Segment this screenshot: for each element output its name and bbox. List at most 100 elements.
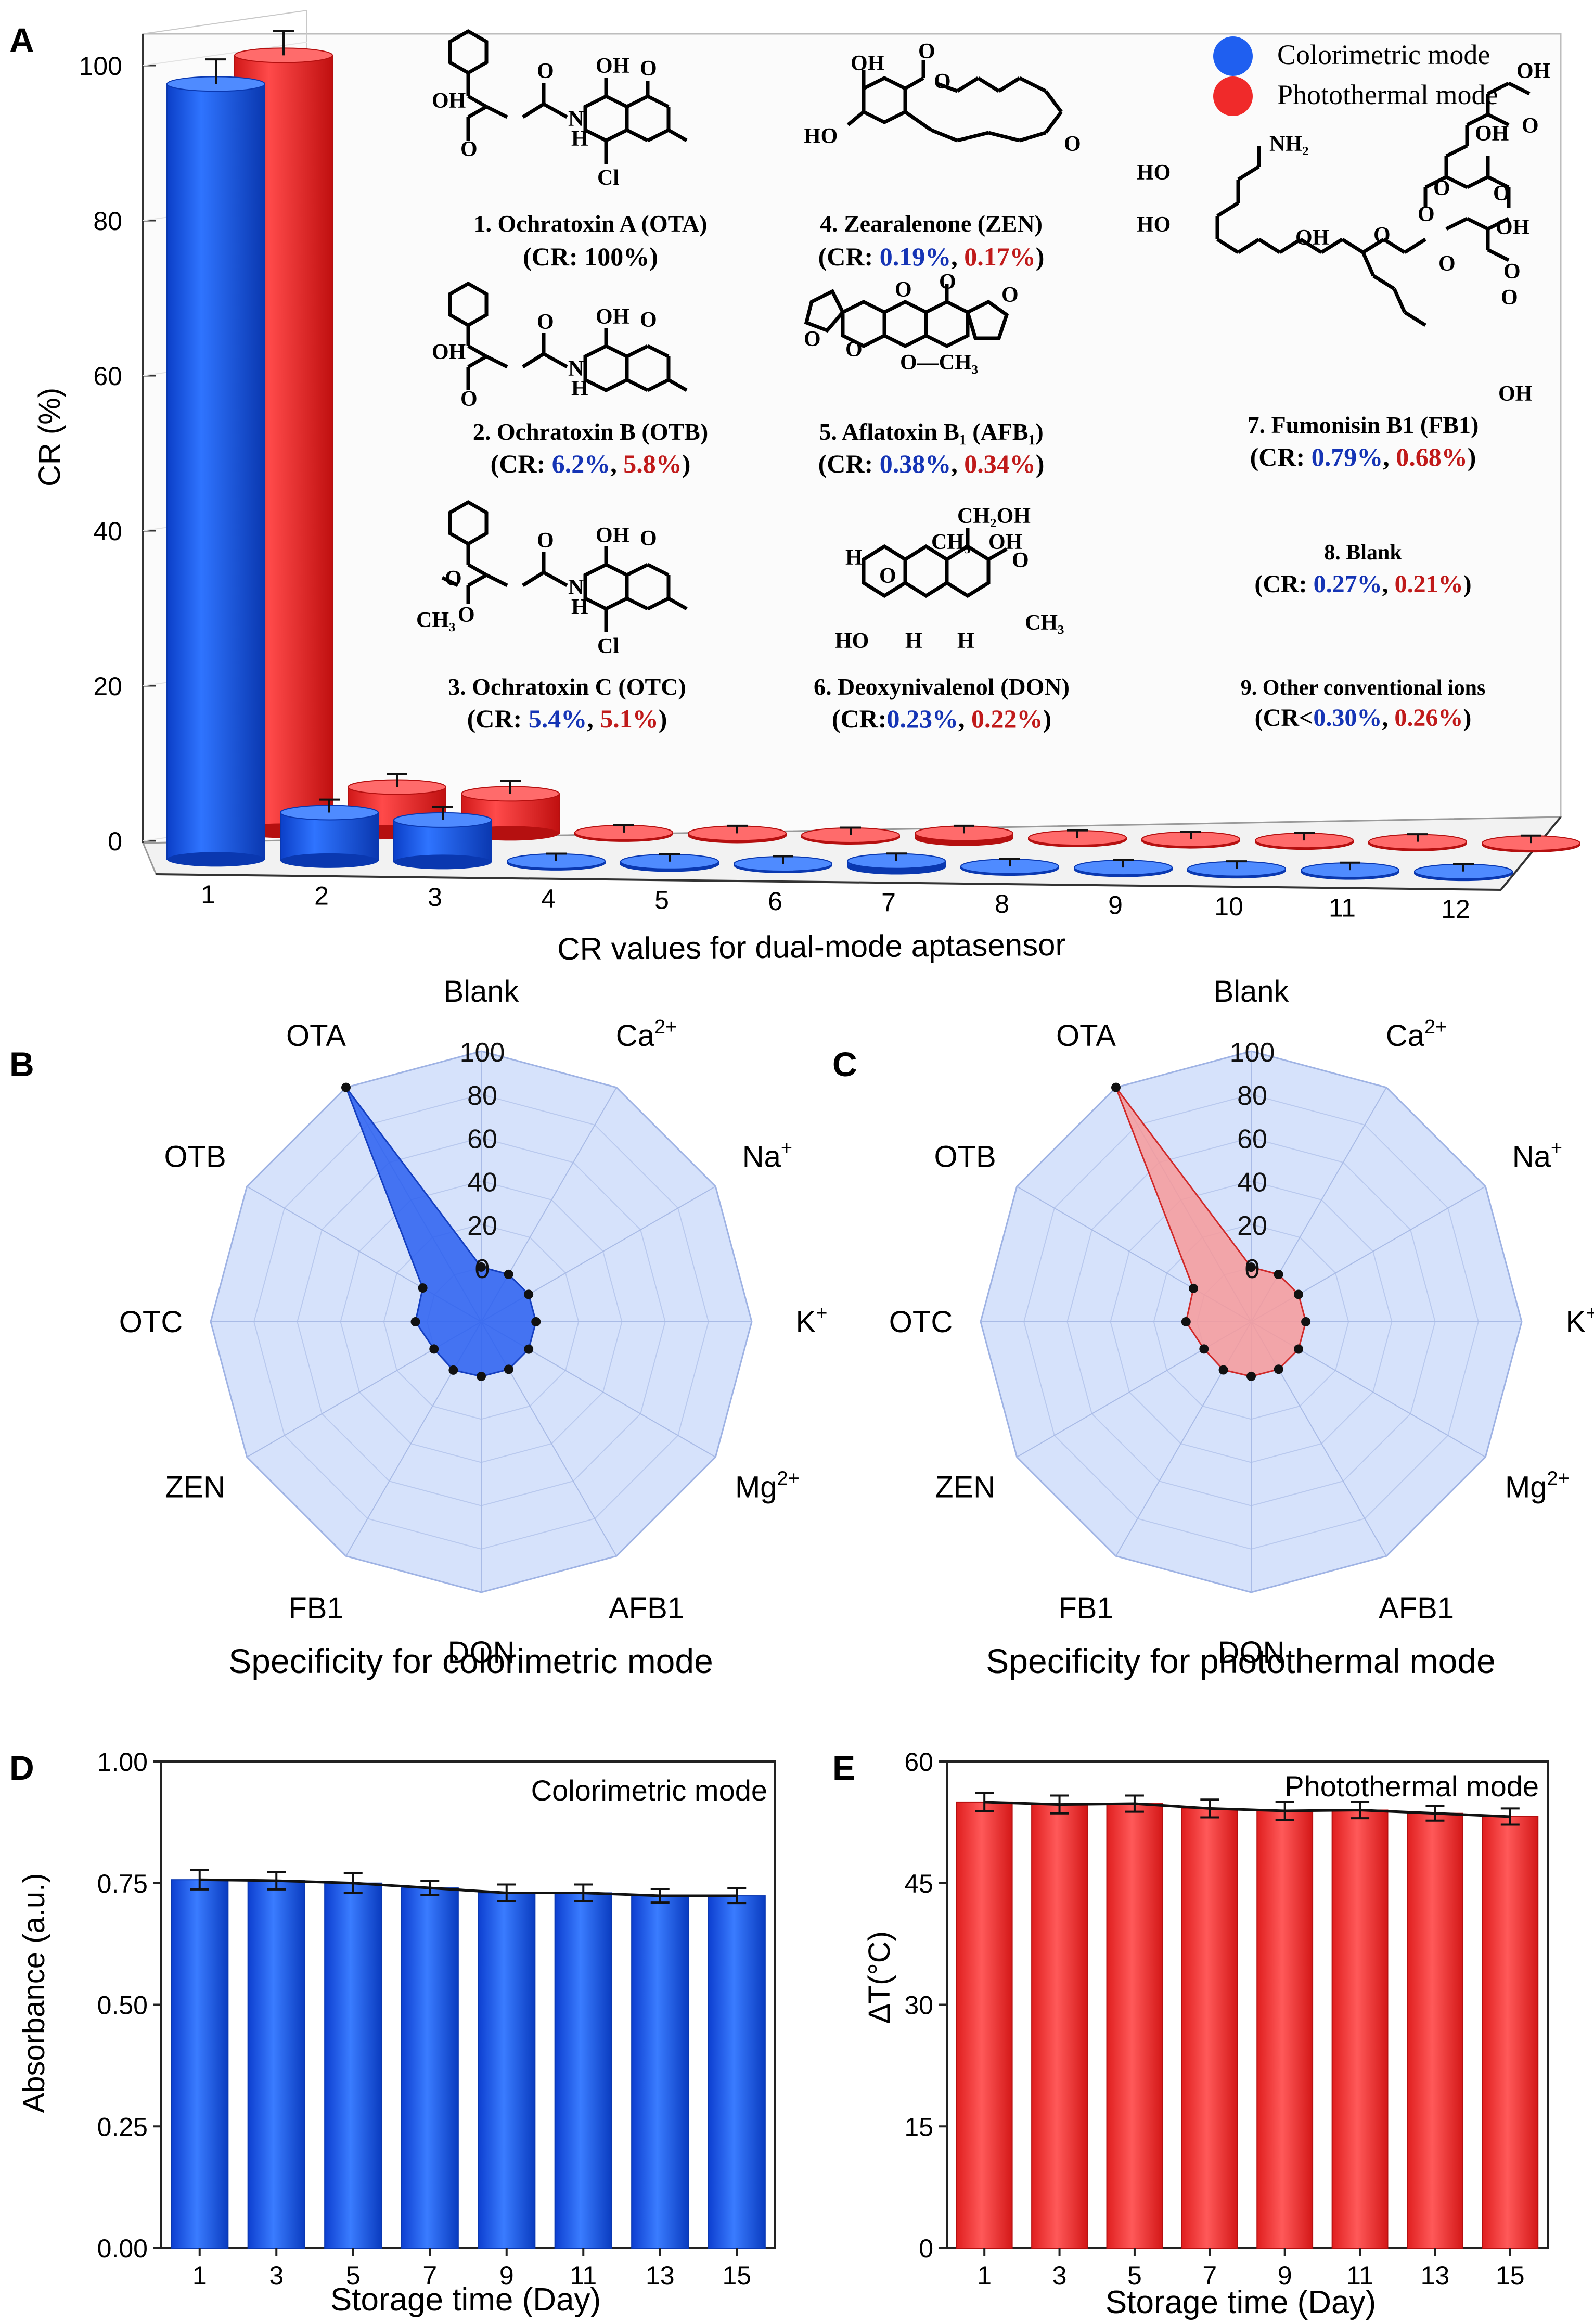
zen-cr: (CR: 0.19%, 0.17%) — [818, 242, 1045, 271]
don-cr-prefix: (CR: — [832, 704, 887, 733]
fb1-caption: 7. Fumonisin B1 (FB1) — [1248, 412, 1479, 438]
zen-cr-prefix: (CR: — [818, 242, 880, 271]
radar-axis-label-sup: + — [1586, 1303, 1594, 1324]
panel-a-x-ticks: 1 2 3 4 5 6 7 8 9 10 11 12 — [201, 880, 1470, 924]
otb-structure — [448, 281, 688, 392]
radar-axis-label-base: FB1 — [288, 1591, 343, 1625]
panel-a-blue-bar-base — [280, 853, 378, 868]
otb-atom: N — [568, 357, 584, 381]
otc-atom: O — [445, 567, 462, 591]
bar-e-ytick-label: 0 — [919, 2234, 933, 2263]
otc-cr-prefix: (CR: — [467, 704, 529, 733]
radar-data-point — [477, 1371, 486, 1381]
radar-data-point — [1218, 1365, 1228, 1375]
otb-atom: O — [640, 308, 657, 332]
otb-atom: OH — [596, 305, 629, 329]
radar-axis-label: K+ — [1566, 1303, 1594, 1339]
fb1-cr-sep: , — [1383, 442, 1396, 471]
ions-cr-sep: , — [1382, 704, 1394, 732]
bar-d-ytick-label: 0.75 — [97, 1869, 148, 1898]
ota-atom: O — [460, 137, 478, 161]
radar-axis-label-base: DON — [448, 1636, 515, 1669]
panel-a-xtick-label: 8 — [995, 889, 1009, 918]
radar-c-title: Specificity for photothermal mode — [986, 1642, 1495, 1680]
bar-d-xtick-label: 3 — [269, 2261, 284, 2290]
bar-d-ytick-label: 0.00 — [97, 2234, 148, 2263]
radar-data-point — [477, 1262, 486, 1272]
radar-data-point — [448, 1365, 458, 1375]
radar-axis-label: DON — [1218, 1636, 1285, 1669]
bar-d-xtick-label: 11 — [570, 2261, 597, 2290]
panel-a-xtick-label: 3 — [428, 883, 442, 912]
fb1-atom: OH — [1475, 122, 1509, 146]
don-caption: 6. Deoxynivalenol (DON) — [814, 673, 1070, 700]
radar-axis-label-sup: 2+ — [1424, 1016, 1447, 1038]
zen-caption: 4. Zearalenone (ZEN) — [820, 210, 1043, 237]
panel-a-xtick-label: 12 — [1441, 895, 1470, 924]
zen-cr-sep: , — [951, 242, 964, 271]
radar-axis-label-base: Mg — [735, 1471, 777, 1504]
afb1-cr-blue: 0.38% — [880, 449, 952, 478]
panel-a-ytick-label: 60 — [93, 362, 122, 391]
ota-caption: 1. Ochratoxin A (OTA) — [474, 210, 708, 237]
panel-a-xtick-label: 2 — [314, 882, 329, 911]
fb1-atom: O — [1418, 202, 1435, 226]
zen-cr-red: 0.17% — [964, 242, 1036, 271]
legend-blue-marker — [1213, 36, 1253, 76]
ions-cr-red: 0.26% — [1394, 704, 1463, 732]
radar-axis-label-base: AFB1 — [1379, 1591, 1454, 1625]
radar-axis-label-base: OTA — [286, 1019, 346, 1053]
radar-axis-label-sup: 2+ — [777, 1468, 800, 1490]
don-atom: H — [957, 629, 974, 653]
radar-axis-label-base: OTB — [164, 1140, 226, 1174]
radar-b: 020406080100BlankCa2+Na+K+Mg2+AFB1DONFB1… — [119, 975, 828, 1669]
blank-cr-suffix: ) — [1463, 570, 1472, 598]
radar-axis-label-base: Ca — [616, 1019, 655, 1053]
afb1-atom: O — [939, 270, 956, 294]
radar-axis-label: OTB — [934, 1140, 996, 1174]
radar-axis-label-base: Blank — [443, 975, 519, 1008]
panel-a-xtick-label: 9 — [1108, 890, 1123, 920]
fb1-atom: O — [1433, 176, 1450, 200]
radar-axis-label-base: ZEN — [935, 1471, 995, 1504]
bar-e-bar — [1331, 1809, 1389, 2249]
radar-radial-tick: 40 — [1237, 1168, 1267, 1198]
fb1-atom: O — [1522, 114, 1539, 138]
panel-a-ytick-label: 80 — [93, 207, 122, 236]
radar-axis-label: OTC — [119, 1305, 183, 1339]
panel-a-ytick-label: 100 — [79, 52, 122, 81]
ions-caption: 9. Other conventional ions — [1241, 676, 1486, 700]
bar-e-bar — [1407, 1812, 1463, 2249]
afb1-atom: O — [804, 327, 821, 351]
afb1-caption: 5. Aflatoxin B₁ (AFB₁) — [819, 418, 1043, 445]
panel-a-ytick-label: 0 — [108, 827, 122, 856]
panel-e-label: E — [832, 1748, 855, 1787]
otc-cr-sep: , — [587, 704, 600, 733]
otb-cr-sep: , — [610, 449, 623, 478]
radar-axis-label-base: Mg — [1505, 1471, 1547, 1504]
radar-axis-label: Ca2+ — [1386, 1016, 1447, 1053]
fb1-atom: OH — [1498, 382, 1532, 406]
otc-atom: Cl — [597, 634, 619, 658]
otb-cr-suffix: ) — [682, 449, 691, 478]
radar-axis-label: Blank — [1213, 975, 1289, 1008]
panel-a-gridline — [143, 42, 307, 66]
radar-axis-label: OTA — [1056, 1019, 1116, 1053]
fb1-atom: O — [1501, 286, 1518, 310]
zen-cr-blue: 0.19% — [880, 242, 952, 271]
radar-radial-tick: 40 — [467, 1168, 497, 1198]
don-atom: H — [905, 629, 922, 653]
ions-cr-suffix: ) — [1463, 704, 1471, 732]
bar-d-ylabel: Absorbance (a.u.) — [17, 1873, 51, 2113]
radar-radial-tick: 80 — [467, 1081, 497, 1111]
radar-c: 020406080100BlankCa2+Na+K+Mg2+AFB1DONFB1… — [889, 975, 1594, 1669]
panel-a-annotations: 1. Ochratoxin A (OTA) (CR: 100%) 2. Ochr… — [448, 210, 1485, 733]
radar-axis-label-base: FB1 — [1058, 1591, 1113, 1625]
radar-data-point — [1199, 1344, 1209, 1354]
otc-atom-labels: O O O OH O N H CH₃ Cl — [416, 523, 657, 658]
otb-atom: OH — [432, 340, 466, 364]
ions-cr: (CR<0.30%, 0.26%) — [1255, 704, 1472, 732]
bar-e-bar — [956, 1801, 1013, 2249]
radar-data-point — [504, 1269, 513, 1279]
